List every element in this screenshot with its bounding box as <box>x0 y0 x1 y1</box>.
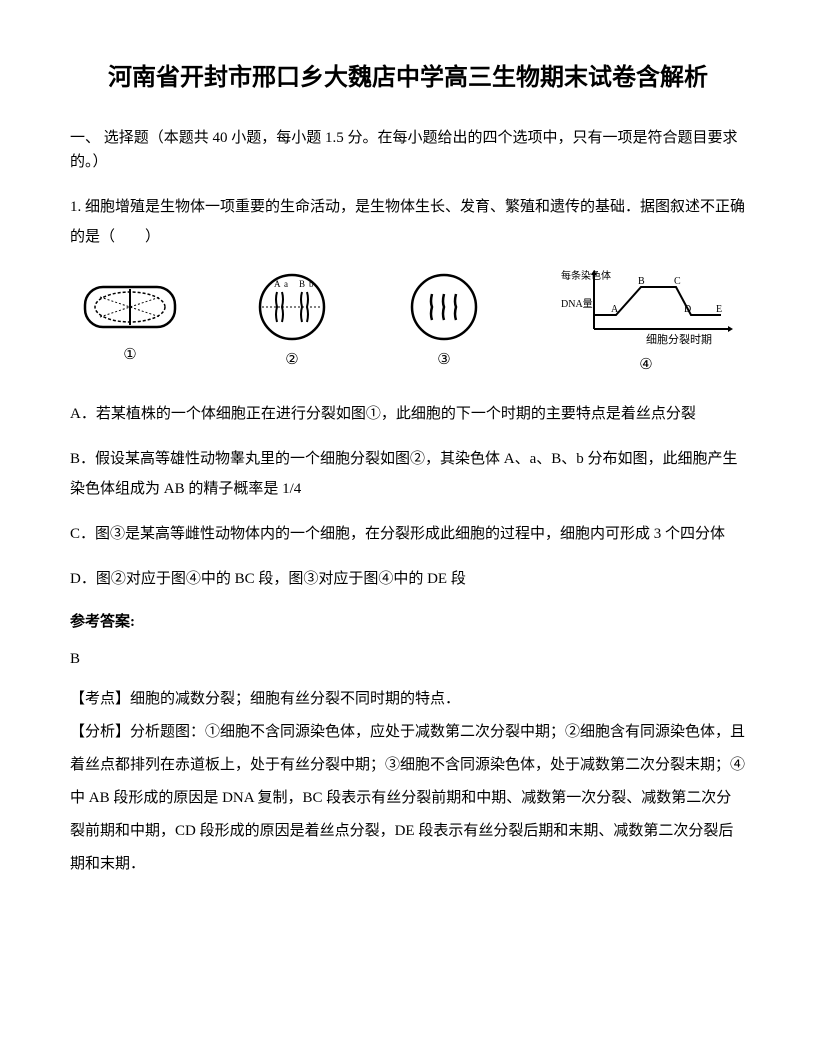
option-d: D．图②对应于图④中的 BC 段，图③对应于图④中的 DE 段 <box>70 564 746 594</box>
analysis-label: 【分析】 <box>70 724 130 740</box>
chart-xaxis: 细胞分裂时期 <box>646 333 712 346</box>
chart-yaxis-bottom: DNA量 <box>561 298 593 310</box>
analysis-body: 【分析】分析题图：①细胞不含同源染色体，应处于减数第二次分裂中期；②细胞含有同源… <box>70 716 746 881</box>
svg-text:D: D <box>684 304 691 315</box>
diagram-3: ③ <box>404 272 484 374</box>
diagram-row: ① A a B b ② ③ 每条染色体 DNA量 <box>70 267 746 379</box>
option-a: A．若某植株的一个体细胞正在进行分裂如图①，此细胞的下一个时期的主要特点是着丝点… <box>70 399 746 429</box>
option-b: B．假设某高等雄性动物睾丸里的一个细胞分裂如图②，其染色体 A、a、B、b 分布… <box>70 444 746 504</box>
diagram-label-4: ④ <box>639 352 652 379</box>
answer-label: 参考答案: <box>70 609 746 636</box>
svg-text:C: C <box>674 276 681 287</box>
diagram-2: A a B b ② <box>252 272 332 374</box>
option-c: C．图③是某高等雌性动物体内的一个细胞，在分裂形成此细胞的过程中，细胞内可形成 … <box>70 519 746 549</box>
diagram-4: 每条染色体 DNA量 A B C D E 细胞分裂时期 ④ <box>556 267 736 379</box>
page-title: 河南省开封市邢口乡大魏店中学高三生物期末试卷含解析 <box>70 60 746 96</box>
diagram-label-1: ① <box>123 342 136 369</box>
question-text: 1. 细胞增殖是生物体一项重要的生命活动，是生物体生长、发育、繁殖和遗传的基础．… <box>70 192 746 252</box>
svg-text:a: a <box>284 279 288 289</box>
svg-text:A: A <box>274 279 281 289</box>
svg-text:B: B <box>299 279 305 289</box>
diagram-label-3: ③ <box>437 347 450 374</box>
svg-text:A: A <box>611 304 619 315</box>
topic-label: 【考点】 <box>70 691 130 707</box>
diagram-label-2: ② <box>285 347 298 374</box>
svg-text:E: E <box>716 304 722 315</box>
question-body: 细胞增殖是生物体一项重要的生命活动，是生物体生长、发育、繁殖和遗传的基础．据图叙… <box>70 199 745 245</box>
svg-text:B: B <box>638 276 645 287</box>
question-number: 1. <box>70 199 81 215</box>
diagram-1: ① <box>80 277 180 369</box>
analysis-section: 【考点】细胞的减数分裂；细胞有丝分裂不同时期的特点． <box>70 683 746 716</box>
topic-text: 细胞的减数分裂；细胞有丝分裂不同时期的特点． <box>130 691 460 707</box>
analysis-text: 分析题图：①细胞不含同源染色体，应处于减数第二次分裂中期；②细胞含有同源染色体，… <box>70 724 745 872</box>
chart-yaxis-top: 每条染色体 <box>561 269 611 282</box>
section-header: 一、 选择题（本题共 40 小题，每小题 1.5 分。在每小题给出的四个选项中，… <box>70 126 746 174</box>
svg-text:b: b <box>309 279 314 289</box>
answer-value: B <box>70 646 746 673</box>
